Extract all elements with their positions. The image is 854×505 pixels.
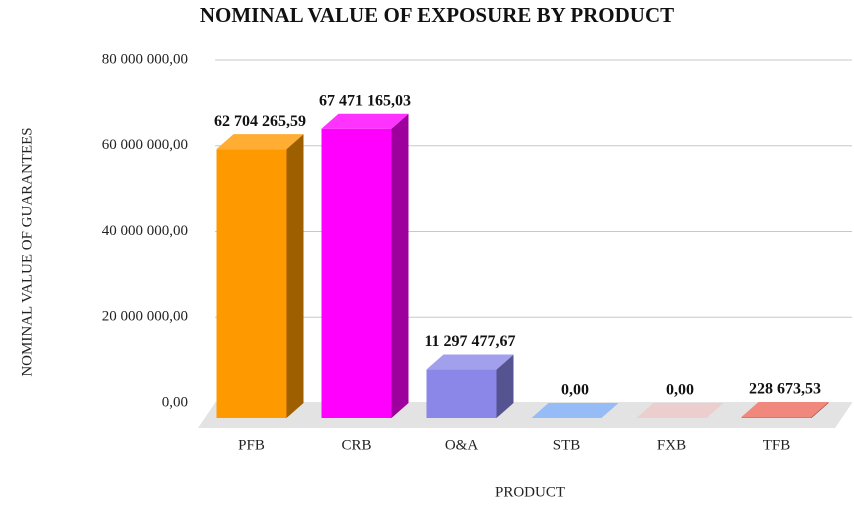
value-label: 228 673,53 [749, 381, 821, 398]
bar-top [426, 354, 514, 370]
bar [216, 134, 304, 418]
bar-front [741, 417, 812, 418]
bar-top [531, 403, 619, 418]
y-tick-label: 20 000 000,00 [102, 309, 188, 325]
y-axis-title: NOMINAL VALUE OF GUARANTEES [19, 127, 35, 376]
bar [636, 403, 724, 418]
x-tick-label: O&A [445, 437, 479, 453]
bar-front [321, 128, 392, 418]
x-tick-label: TFB [763, 437, 791, 453]
x-tick-label: PFB [238, 437, 265, 453]
bar [321, 113, 409, 418]
y-tick-label: 0,00 [162, 394, 188, 410]
bar-top [321, 113, 409, 129]
x-tick-label: CRB [341, 437, 371, 453]
x-tick-label: FXB [657, 437, 686, 453]
bar-top [636, 403, 724, 418]
bar-side [286, 134, 304, 418]
x-axis-title: PRODUCT [495, 484, 565, 500]
y-tick-label: 40 000 000,00 [102, 223, 188, 239]
value-label: 67 471 165,03 [319, 92, 411, 109]
value-label: 62 704 265,59 [214, 113, 306, 130]
bar-top [741, 402, 829, 418]
bar-front [426, 369, 497, 418]
bar-side [811, 402, 829, 418]
value-label: 11 297 477,67 [424, 333, 515, 350]
bar-side [496, 354, 514, 418]
chart-title: NOMINAL VALUE OF EXPOSURE BY PRODUCT [200, 3, 674, 27]
bar [741, 402, 829, 418]
value-label: 0,00 [666, 382, 694, 399]
bar-top [216, 134, 304, 150]
bar-side [391, 113, 409, 418]
bar [426, 354, 514, 418]
y-tick-label: 80 000 000,00 [102, 51, 188, 67]
bar-front [216, 149, 287, 418]
x-tick-label: STB [553, 437, 581, 453]
bar [531, 403, 619, 418]
value-label: 0,00 [561, 382, 589, 399]
y-tick-label: 60 000 000,00 [102, 137, 188, 153]
